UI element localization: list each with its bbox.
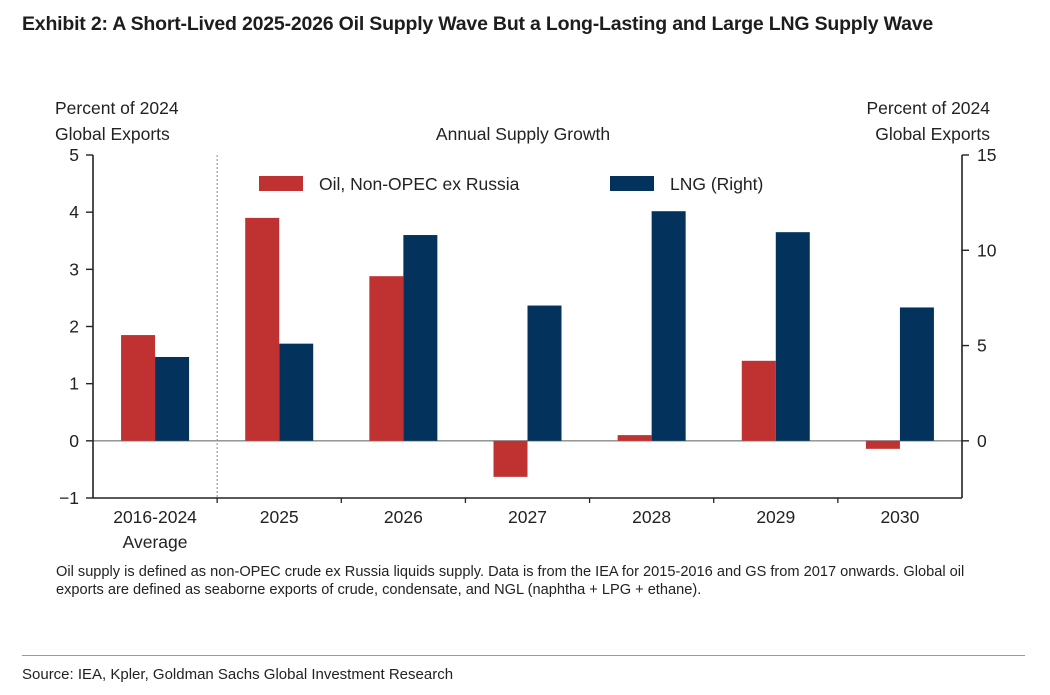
oil-bar bbox=[617, 435, 652, 441]
lng-bar bbox=[155, 356, 190, 441]
x-tick-label: 2029 bbox=[756, 507, 795, 527]
left-tick-label: 2 bbox=[69, 317, 79, 337]
left-tick-label: −1 bbox=[59, 488, 79, 508]
source-divider bbox=[22, 655, 1025, 656]
bar-chart: Percent of 2024 Global Exports Percent o… bbox=[55, 98, 997, 552]
legend: Oil, Non-OPEC ex Russia LNG (Right) bbox=[259, 174, 763, 194]
legend-label-oil: Oil, Non-OPEC ex Russia bbox=[319, 174, 520, 194]
right-axis-title-line2: Global Exports bbox=[875, 124, 990, 144]
oil-bar bbox=[369, 276, 404, 441]
left-tick-label: 4 bbox=[69, 202, 79, 222]
oil-bar bbox=[245, 217, 280, 441]
oil-bar bbox=[493, 440, 528, 477]
oil-bar bbox=[121, 335, 156, 441]
lng-bar bbox=[527, 305, 562, 441]
legend-swatch-lng bbox=[610, 176, 654, 191]
right-tick-label: 5 bbox=[977, 336, 987, 356]
legend-label-lng: LNG (Right) bbox=[670, 174, 763, 194]
left-tick-label: 3 bbox=[69, 259, 79, 279]
oil-bar bbox=[741, 360, 776, 441]
left-axis-title-line1: Percent of 2024 bbox=[55, 98, 179, 118]
x-tick-label: 2026 bbox=[384, 507, 423, 527]
lng-bar bbox=[651, 211, 686, 441]
x-tick-label: 2016-2024 bbox=[113, 507, 197, 527]
right-axis-title: Percent of 2024 Global Exports bbox=[866, 98, 990, 144]
x-tick-label: 2027 bbox=[508, 507, 547, 527]
x-tick-label: Average bbox=[123, 532, 188, 552]
lng-bar bbox=[899, 307, 934, 441]
left-tick-label: 5 bbox=[69, 145, 79, 165]
lng-bar bbox=[279, 343, 314, 441]
left-tick-label: 0 bbox=[69, 431, 79, 451]
x-tick-label: 2030 bbox=[880, 507, 919, 527]
left-axis-title-line2: Global Exports bbox=[55, 124, 170, 144]
right-tick-label: 0 bbox=[977, 431, 987, 451]
x-tick-label: 2025 bbox=[260, 507, 299, 527]
source-text: Source: IEA, Kpler, Goldman Sachs Global… bbox=[22, 666, 454, 683]
chart-subtitle: Annual Supply Growth bbox=[436, 124, 610, 144]
exhibit-title: Exhibit 2: A Short-Lived 2025-2026 Oil S… bbox=[22, 13, 934, 35]
legend-swatch-oil bbox=[259, 176, 303, 191]
lng-bar bbox=[403, 235, 438, 441]
x-tick-label: 2028 bbox=[632, 507, 671, 527]
right-tick-label: 10 bbox=[977, 240, 997, 260]
lng-bar bbox=[775, 232, 810, 441]
oil-bar bbox=[865, 440, 900, 449]
right-axis-title-line1: Percent of 2024 bbox=[866, 98, 990, 118]
left-axis-title: Percent of 2024 Global Exports bbox=[55, 98, 179, 144]
chart-note: Oil supply is defined as non-OPEC crude … bbox=[56, 564, 965, 598]
left-tick-label: 1 bbox=[69, 374, 79, 394]
right-tick-label: 15 bbox=[977, 145, 996, 165]
